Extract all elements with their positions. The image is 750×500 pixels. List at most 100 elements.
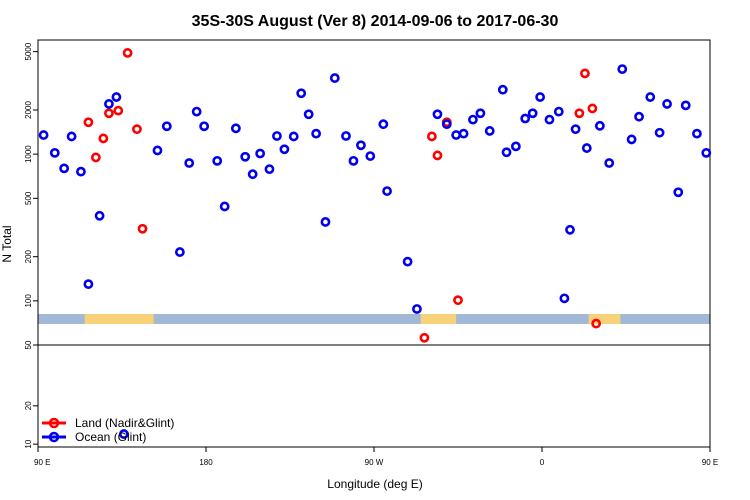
- data-points: [38, 48, 712, 439]
- ocean-point: [94, 210, 105, 221]
- ocean-point: [59, 163, 70, 174]
- legend-ocean-marker: [48, 431, 60, 443]
- ocean-point: [296, 88, 307, 99]
- legend-land-marker: [48, 417, 60, 429]
- ocean-point: [520, 113, 531, 124]
- land-point: [419, 332, 430, 343]
- ocean-point: [535, 92, 546, 102]
- ocean-point: [174, 247, 185, 257]
- ocean-point: [264, 164, 275, 175]
- ocean-point: [510, 141, 521, 152]
- ocean-point: [553, 106, 564, 117]
- ocean-point: [219, 201, 230, 212]
- land-point: [137, 223, 148, 234]
- ocean-point: [441, 119, 452, 130]
- ocean-point: [104, 99, 114, 109]
- ocean-point: [458, 128, 469, 139]
- ocean-point: [432, 109, 443, 120]
- ocean-point: [645, 92, 656, 102]
- x-tick-label: 90 E: [34, 458, 50, 467]
- ocean-point: [311, 128, 322, 139]
- ocean-point: [184, 158, 195, 168]
- land-point: [90, 152, 101, 163]
- legend-land-label: Land (Nadir&Glint): [75, 416, 174, 430]
- ocean-point: [570, 124, 581, 135]
- ocean-point: [501, 147, 512, 158]
- ocean-point: [634, 111, 644, 122]
- ocean-point: [701, 147, 712, 158]
- ocean-point: [288, 131, 299, 142]
- y-tick-label: 500: [24, 191, 33, 205]
- legend-ocean-label: Ocean (Glint): [75, 430, 146, 444]
- ocean-point: [365, 151, 376, 161]
- land-segment: [84, 314, 154, 324]
- ocean-point: [565, 224, 575, 235]
- ocean-point: [451, 130, 462, 140]
- ocean-point: [161, 121, 172, 132]
- ocean-point: [692, 128, 702, 139]
- ocean-point: [83, 279, 94, 290]
- axes: 90 E 180 90 W 0 90 E 100 200 500 1000 2000 5000 50 1…: [24, 39, 718, 467]
- ocean-point: [475, 108, 486, 119]
- ocean-point: [626, 134, 637, 145]
- ocean-point: [191, 106, 202, 117]
- x-tick-label: 90 W: [365, 458, 384, 467]
- land-point: [122, 48, 133, 58]
- y-tick-label: 20: [24, 401, 33, 410]
- ocean-point: [320, 217, 331, 227]
- ocean-point: [303, 109, 314, 120]
- land-point: [591, 318, 602, 329]
- ocean-point: [240, 151, 251, 162]
- land-segment: [420, 314, 457, 324]
- ocean-point: [617, 64, 628, 74]
- legend: Land (Nadir&Glint) Ocean (Glint): [42, 416, 174, 444]
- ocean-point: [111, 92, 122, 102]
- ocean-point: [468, 114, 478, 125]
- y-tick-label: 2000: [24, 101, 33, 119]
- x-axis-label: Longitude (deg E): [327, 477, 422, 491]
- ocean-point: [272, 131, 282, 141]
- ocean-point: [594, 120, 605, 131]
- ocean-point: [673, 187, 684, 198]
- ocean-point: [654, 127, 665, 138]
- ocean-point: [76, 166, 86, 177]
- ocean-point: [230, 123, 241, 134]
- ocean-point: [581, 143, 592, 153]
- ocean-point: [559, 293, 570, 304]
- land-point: [98, 133, 109, 144]
- ocean-point: [199, 121, 210, 132]
- ocean-point: [402, 256, 413, 267]
- y-tick-label: 100: [24, 294, 33, 308]
- ocean-point: [329, 73, 340, 83]
- y-tick-label: 200: [24, 249, 33, 263]
- land-ocean-strip: [38, 314, 710, 324]
- ocean-point: [544, 114, 555, 125]
- ocean-point: [255, 148, 266, 159]
- land-point: [432, 150, 443, 161]
- ocean-point: [662, 99, 672, 109]
- x-tick-label: 180: [199, 458, 213, 467]
- ocean-point: [484, 126, 495, 136]
- land-point: [132, 124, 142, 135]
- ocean-point: [382, 186, 392, 196]
- ocean-point: [66, 131, 77, 142]
- y-tick-label: 5000: [24, 42, 33, 60]
- ocean-point: [348, 155, 359, 166]
- land-point: [113, 105, 124, 116]
- ocean-point: [412, 304, 422, 314]
- ocean-point: [680, 100, 691, 111]
- upper-panel-frame: [37, 39, 711, 346]
- chart-title: 35S-30S August (Ver 8) 2014-09-06 to 201…: [192, 13, 559, 30]
- land-point: [453, 295, 463, 306]
- ocean-point: [356, 140, 366, 151]
- x-tick-label: 0: [540, 458, 545, 467]
- ocean-point: [497, 84, 508, 95]
- ocean-point: [341, 131, 351, 141]
- land-segment: [588, 314, 621, 324]
- land-point: [580, 68, 590, 79]
- land-point: [83, 117, 94, 128]
- ocean-point: [247, 169, 258, 180]
- ocean-point: [49, 147, 60, 158]
- ocean-point: [118, 429, 129, 439]
